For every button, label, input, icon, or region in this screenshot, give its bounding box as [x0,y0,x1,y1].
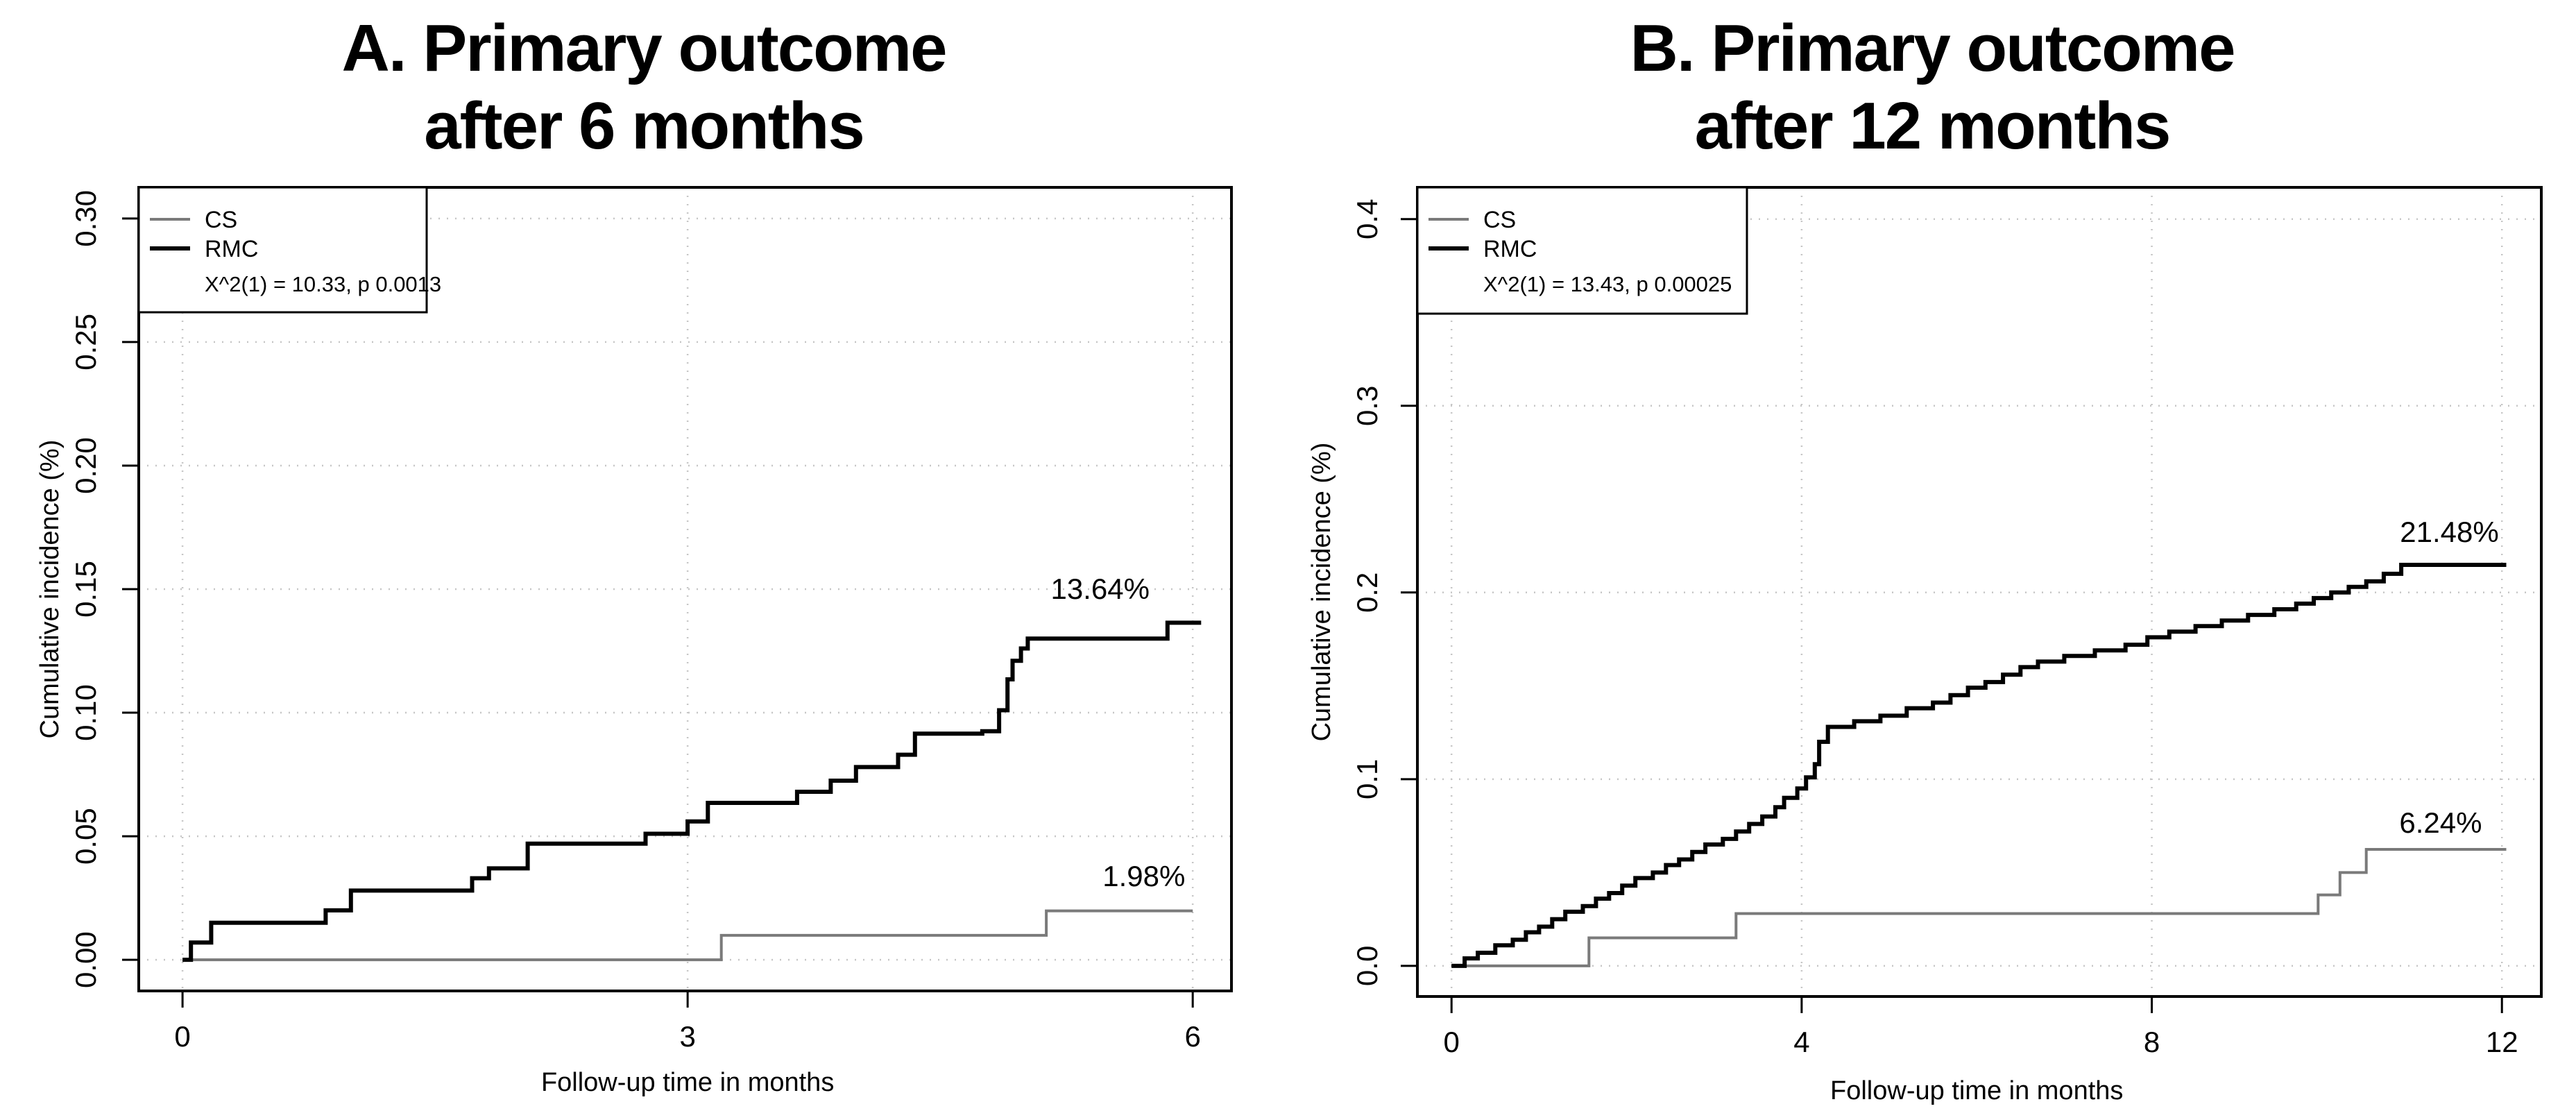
x-tick-label: 0 [174,1020,190,1053]
y-tick-label: 0.3 [1351,386,1383,426]
legend-label-rmc: RMC [205,236,258,262]
panel-a-title-line1: A. Primary outcome [341,11,948,85]
legend-box [1416,186,1748,315]
x-axis-label: Follow-up time in months [1830,1076,2123,1105]
panel-a-title-line2: after 6 months [424,89,864,163]
annotation-label: 1.98% [1102,860,1185,892]
y-tick-label: 0.1 [1351,759,1383,799]
legend-label-cs: CS [1483,207,1516,233]
x-tick-label: 0 [1444,1026,1460,1058]
legend-label-cs: CS [205,207,237,233]
panel-a-title: A. Primary outcome after 6 months [0,10,1288,165]
x-tick-label: 3 [679,1020,695,1053]
annotation-label: 21.48% [2400,516,2498,548]
x-axis-label: Follow-up time in months [541,1068,834,1097]
x-tick-label: 4 [1793,1026,1809,1058]
x-tick-label: 8 [2144,1026,2160,1058]
y-axis-label: Cumulative incidence (%) [35,440,65,739]
y-axis-label: Cumulative incidence (%) [1307,443,1336,742]
y-tick-label: 0.25 [69,314,102,371]
y-tick-label: 0.30 [69,190,102,247]
y-tick-label: 0.10 [69,684,102,741]
legend-label-rmc: RMC [1483,236,1537,262]
legend-stat-text: X^2(1) = 10.33, p 0.0013 [205,272,441,296]
series-cs-curve [182,909,1193,962]
y-tick-label: 0.00 [69,931,102,988]
y-tick-label: 0.05 [69,808,102,865]
series-cs-curve [1451,848,2507,967]
panel-b-title-line2: after 12 months [1694,89,2172,163]
panel-b-title: B. Primary outcome after 12 months [1288,10,2576,165]
x-tick-label: 12 [2486,1026,2518,1058]
y-tick-label: 0.20 [69,437,102,494]
y-tick-label: 0.0 [1351,946,1383,986]
series-rmc-curve [1451,563,2507,968]
x-tick-label: 6 [1185,1020,1201,1053]
y-tick-label: 0.4 [1351,199,1383,239]
annotation-label: 13.64% [1050,572,1149,605]
y-tick-label: 0.15 [69,561,102,618]
y-tick-label: 0.2 [1351,572,1383,613]
legend-stat-text: X^2(1) = 13.43, p 0.00025 [1483,272,1732,296]
panel-b-title-line1: B. Primary outcome [1630,11,2236,85]
series-rmc-curve [182,620,1202,962]
annotation-label: 6.24% [2399,806,2482,839]
